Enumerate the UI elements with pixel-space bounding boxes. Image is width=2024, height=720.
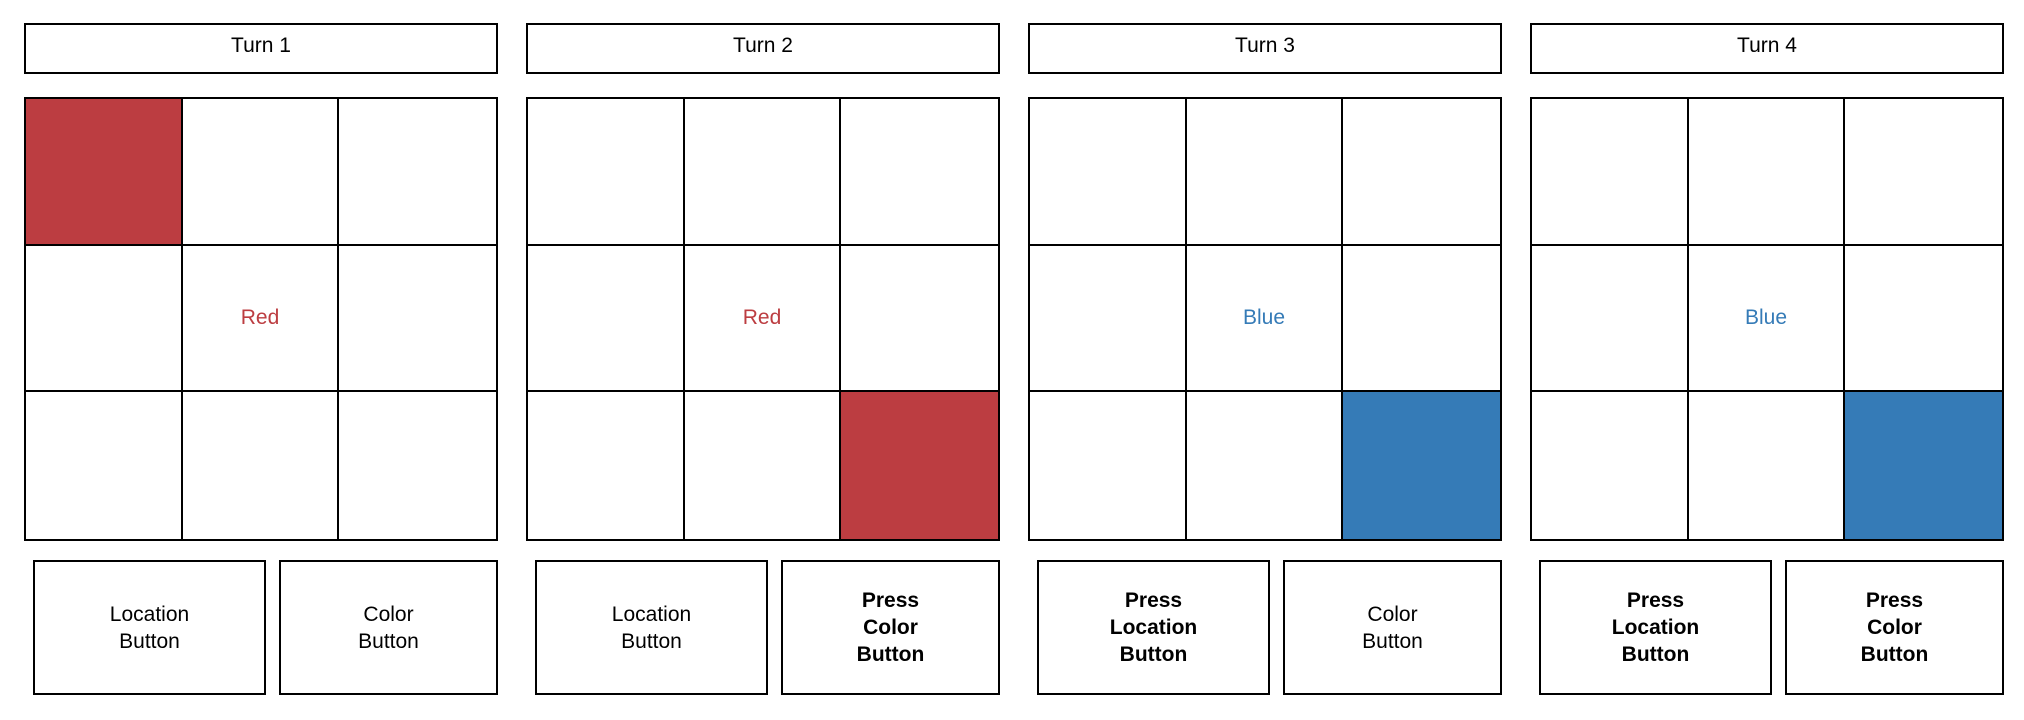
grid-cell — [528, 245, 685, 393]
grid-cell — [685, 392, 842, 539]
location-button[interactable]: Press Location Button — [1539, 560, 1772, 695]
location-button[interactable]: Press Location Button — [1037, 560, 1270, 695]
filled-grid-cell — [841, 392, 998, 539]
grid-cell — [528, 99, 685, 246]
color-button[interactable]: Press Color Button — [781, 560, 1000, 695]
grid-cell — [26, 392, 183, 539]
grid-cell — [1187, 392, 1344, 539]
location-grid: Red — [24, 97, 498, 541]
grid-cell — [1030, 392, 1187, 539]
turn-panel: Turn 2 Red Location Button Press Color Button — [526, 0, 1000, 720]
turn-title: Turn 3 — [1028, 23, 1502, 74]
grid-cell — [183, 392, 340, 539]
turn-title: Turn 2 — [526, 23, 1000, 74]
grid-cell — [1186, 99, 1344, 246]
grid-cell — [182, 99, 340, 246]
grid-cell — [339, 99, 496, 246]
color-button[interactable]: Press Color Button — [1785, 560, 2004, 695]
color-button[interactable]: Color Button — [1283, 560, 1502, 695]
grid-cell — [1845, 246, 2002, 393]
filled-grid-cell — [1845, 392, 2002, 539]
grid-cell — [684, 99, 842, 246]
grid-cell — [1343, 246, 1500, 393]
center-color-label: Red — [684, 245, 842, 393]
grid-cell — [528, 392, 685, 539]
grid-cell — [1532, 392, 1689, 539]
turn-title: Turn 1 — [24, 23, 498, 74]
grid-cell — [26, 245, 183, 393]
center-color-label: Blue — [1688, 245, 1846, 393]
location-grid: Red — [526, 97, 1000, 541]
grid-cell — [841, 246, 998, 393]
location-grid: Blue — [1530, 97, 2004, 541]
center-color-label: Red — [182, 245, 340, 393]
turn-panel: Turn 4 Blue Press Location Button Press Color B… — [1530, 0, 2004, 720]
turn-title: Turn 4 — [1530, 23, 2004, 74]
location-button[interactable]: Location Button — [535, 560, 768, 695]
filled-grid-cell — [1343, 392, 1500, 539]
grid-cell — [339, 392, 496, 539]
grid-cell — [1532, 99, 1689, 246]
color-button[interactable]: Color Button — [279, 560, 498, 695]
turn-panel: Turn 3 Blue Press Location Button Color Button — [1028, 0, 1502, 720]
location-grid: Blue — [1028, 97, 1502, 541]
grid-cell — [1532, 245, 1689, 393]
turn-panel: Turn 1 Red Location Button Color Button — [24, 0, 498, 720]
grid-cell — [1689, 392, 1846, 539]
grid-cell — [1845, 99, 2002, 246]
grid-cell — [1343, 99, 1500, 246]
grid-cell — [1688, 99, 1846, 246]
filled-grid-cell — [26, 99, 183, 246]
grid-cell — [1030, 245, 1187, 393]
grid-cell — [339, 246, 496, 393]
grid-cell — [841, 99, 998, 246]
grid-cell — [1030, 99, 1187, 246]
center-color-label: Blue — [1186, 245, 1344, 393]
location-button[interactable]: Location Button — [33, 560, 266, 695]
